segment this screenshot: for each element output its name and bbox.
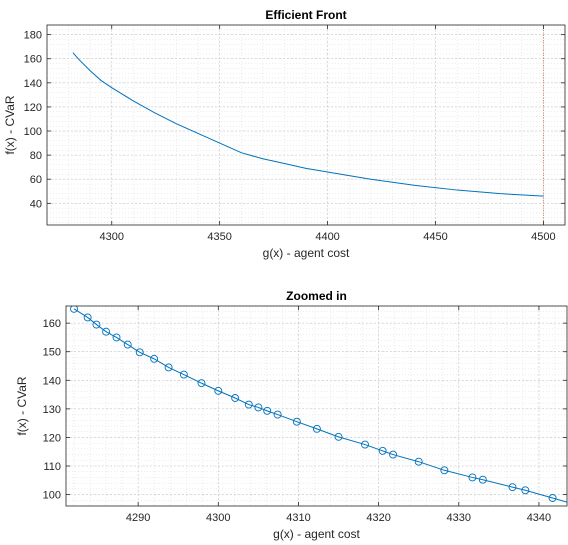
y-tick-label: 180 [24, 30, 42, 42]
x-axis-label: g(x) - agent cost [273, 527, 360, 541]
x-tick-label: 4300 [206, 512, 230, 524]
y-tick-label: 60 [30, 174, 42, 186]
tick-labels: 4300 4350 4400 4450 4500 40 60 80 100 120 140 160 18… [24, 30, 556, 243]
chart-title: Zoomed in [286, 289, 347, 303]
x-tick-label: 4400 [315, 231, 339, 243]
series-layer [72, 25, 544, 225]
y-tick-label: 120 [24, 102, 42, 114]
data-point [179, 370, 188, 379]
y-tick-label: 140 [24, 78, 42, 90]
data-point [263, 406, 272, 415]
data-point [414, 457, 423, 466]
major-grid [66, 306, 567, 506]
tick-labels: 4290 4300 4310 4320 4330 4340 100 110 120 130 140 1… [43, 318, 552, 524]
data-point [440, 466, 449, 475]
data-point [389, 450, 398, 459]
data-point [92, 320, 101, 329]
data-point [468, 473, 477, 482]
data-point [112, 333, 121, 342]
y-axis-label: f(x) - CVaR [15, 376, 29, 435]
series-line [73, 308, 567, 503]
data-point [361, 440, 369, 449]
y-tick-label: 80 [30, 150, 42, 162]
data-point [231, 394, 240, 402]
x-axis-label: g(x) - agent cost [263, 246, 350, 260]
data-point [164, 363, 173, 372]
data-point [548, 494, 557, 502]
tick-marks [47, 25, 565, 225]
x-tick-label: 4340 [527, 512, 551, 524]
data-point [273, 410, 282, 419]
y-tick-label: 160 [24, 54, 42, 66]
x-tick-label: 4310 [286, 512, 310, 524]
data-point [83, 313, 92, 322]
data-point [214, 386, 223, 395]
series-line [72, 52, 544, 197]
y-tick-label: 100 [43, 490, 61, 502]
data-point [244, 400, 253, 409]
x-tick-label: 4500 [531, 231, 555, 243]
data-point [334, 432, 343, 441]
data-point [135, 348, 144, 357]
data-point [123, 340, 132, 349]
x-tick-label: 4300 [100, 231, 124, 243]
data-point [478, 475, 487, 484]
y-tick-label: 150 [43, 347, 61, 359]
data-point [292, 417, 301, 426]
chart-title: Efficient Front [265, 8, 346, 22]
y-axis-label: f(x) - CVaR [3, 95, 17, 154]
y-tick-label: 130 [43, 404, 61, 416]
efficient-front-chart: 4300 4350 4400 4450 4500 40 60 80 100 120 140 160 18… [3, 8, 566, 260]
axes-box [46, 24, 566, 226]
x-tick-label: 4320 [366, 512, 390, 524]
data-point [521, 486, 530, 495]
data-point [312, 424, 321, 433]
x-tick-label: 4330 [447, 512, 471, 524]
plot-area [66, 306, 567, 506]
data-point [197, 379, 206, 388]
axes-box [65, 305, 568, 507]
series-layer [70, 306, 567, 503]
data-point [378, 446, 387, 455]
data-point [150, 354, 159, 363]
y-tick-label: 100 [24, 126, 42, 138]
y-tick-label: 140 [43, 375, 61, 387]
y-tick-label: 160 [43, 318, 61, 330]
data-point [508, 483, 517, 492]
y-tick-label: 110 [43, 461, 61, 473]
data-point [102, 327, 111, 336]
zoomed-in-chart: 4290 4300 4310 4320 4330 4340 100 110 120 130 140 1… [15, 289, 568, 541]
tick-marks [66, 306, 567, 506]
data-point [70, 306, 78, 313]
x-tick-label: 4290 [126, 512, 150, 524]
x-tick-label: 4450 [423, 231, 447, 243]
x-tick-label: 4350 [207, 231, 231, 243]
y-tick-label: 120 [43, 432, 61, 444]
y-tick-label: 40 [30, 198, 42, 210]
data-point [254, 403, 263, 412]
